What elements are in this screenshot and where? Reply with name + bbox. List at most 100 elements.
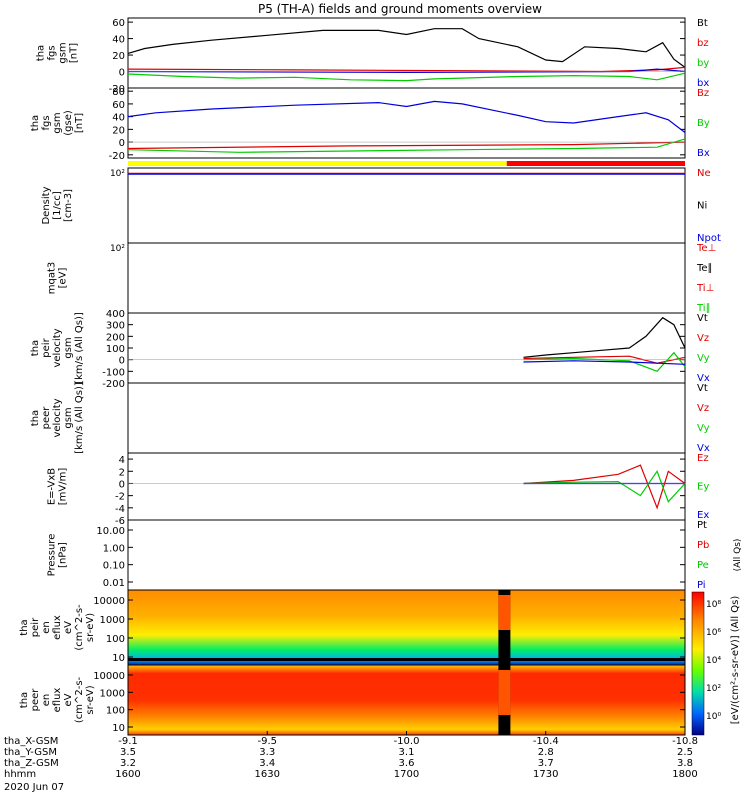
y-axis-label: velocity [52,398,63,437]
y-axis-label: [mV/m] [58,468,69,506]
y-tick-label: 0 [119,68,125,79]
legend-note: (All Qs) [733,539,743,572]
y-axis-label: peir [30,617,41,637]
y-axis-label: tha [30,340,41,356]
y-axis-label: sr-eV) [85,613,96,642]
panel-ion-spectrogram: 10000 1000 100 10 tha peir en eflux eV (cm^2-s-sr… [19,589,686,666]
series-Ey [523,470,686,503]
legend-By: By [697,118,710,129]
y-tick-label: -2 [115,492,125,503]
y-tick-label: 0 [119,138,125,149]
legend-Te⊥: Te⊥ [696,243,716,254]
x-tick-label: -9.5 [257,736,277,747]
legend-Vx: Vx [697,443,710,454]
colorbar-tick-label: 10⁰ [706,712,721,722]
legend-Pi: Pi [697,580,706,591]
y-axis-label: [km/s (All Qs)] [74,312,85,384]
y-tick-label: -200 [102,379,125,390]
panel-frame [127,382,686,454]
legend-Vt: Vt [697,313,708,324]
legend-Ey: Ey [697,482,709,493]
x-row-label: tha_Y-GSM [4,747,57,758]
y-tick-label: 4 [119,455,125,466]
colorbar-tick-label: 10⁶ [706,628,721,638]
y-tick-label: 0.01 [103,578,125,589]
legend-Ez: Ez [697,453,709,464]
panel-frame [127,242,686,314]
legend-Ne: Ne [697,168,711,179]
legend-Ti⊥: Ti⊥ [696,283,714,294]
y-axis-label: [km/s (All Qs)] [74,382,85,454]
legend-Bz: Bz [697,88,709,99]
x-tick-label: 2.5 [677,747,693,758]
y-axis-label: [nPa] [58,542,69,568]
y-axis-label: en [41,694,52,707]
series-Bt [127,28,686,68]
x-tick-label: 3.6 [399,758,415,769]
panel-frame [127,167,686,244]
x-tick-label: 3.5 [120,747,136,758]
x-tick-label: 2.8 [538,747,554,758]
y-tick-label: -6 [115,516,125,527]
y-tick-label: 1000 [100,615,125,626]
y-axis-label: (cm^2-s- [74,604,85,651]
y-axis-label: [nT] [74,113,85,133]
y-axis-label: Density [41,186,52,224]
legend-Pt: Pt [697,520,707,531]
colorbar-tick-label: 10⁸ [706,600,721,610]
y-tick-label: -20 [109,151,125,162]
panel-background [128,520,685,590]
y-axis-label: [cm-3] [63,189,74,222]
y-tick-label: 1.00 [103,543,125,554]
legend-Vz: Vz [697,403,709,414]
y-axis-label: peer [41,406,52,430]
panel-fgs: 60 40 20 0 -20 tha fgs gsm [nT] Bt bz by bx [36,17,709,95]
x-tick-label: 3.7 [538,758,554,769]
series-Bx [127,100,686,133]
x-tick-label: 3.4 [259,758,275,769]
y-tick-label: 0 [119,479,125,490]
y-axis-label: [1/cc] [52,191,63,220]
spectrogram-image [128,665,685,735]
y-axis-label: tha [36,45,47,61]
panel-frame [127,452,686,521]
panel-background [128,383,685,453]
legend-Vt: Vt [697,383,708,394]
spectrogram-image [128,590,685,665]
y-axis-label: eV [63,693,74,706]
x-tick-label: 3.8 [677,758,693,769]
y-tick-label: 100 [106,634,125,645]
series-Vy [523,351,686,373]
data-gap-flux [498,670,511,715]
y-axis-label: (cm^2-s- [74,676,85,723]
legend-Vy: Vy [697,353,710,364]
y-axis-label: fgs [47,45,58,60]
date-label: 2020 Jun 07 [4,782,64,793]
legend-Vx: Vx [697,373,710,384]
x-tick-label: -10.4 [533,736,559,747]
y-axis-label: sr-eV) [85,685,96,714]
y-tick-label: -20 [109,84,125,95]
y-tick-label: 1000 [100,688,125,699]
legend-Pe: Pe [697,560,709,571]
y-tick-label: 10000 [93,671,125,682]
y-axis-label: gsm [58,42,69,63]
panel-frame [127,312,686,384]
y-tick-label: 100 [106,706,125,717]
x-row-label: tha_Z-GSM [4,758,59,769]
x-tick-label: 1700 [394,769,419,780]
series-Vx [523,360,686,365]
y-tick-label: 300 [106,321,125,332]
colorbar-tick-label: 10² [706,684,721,694]
x-tick-label: 3.3 [259,747,275,758]
legend-Pb: Pb [697,540,709,551]
chart-title: P5 (TH-A) fields and ground moments over… [258,2,542,16]
legend-Bx: Bx [697,148,710,159]
x-axis-labels: tha_X-GSM -9.1 -9.5 -10.0 -10.4 -10.8 tha_Y-GS… [4,731,698,793]
y-axis-label: velocity [52,328,63,367]
panel-density: 10² Density [1/cc] [cm-3] Ne Ni Npot [41,167,721,244]
y-axis-label: gsm [63,337,74,358]
y-tick-label: 0.10 [103,561,125,572]
